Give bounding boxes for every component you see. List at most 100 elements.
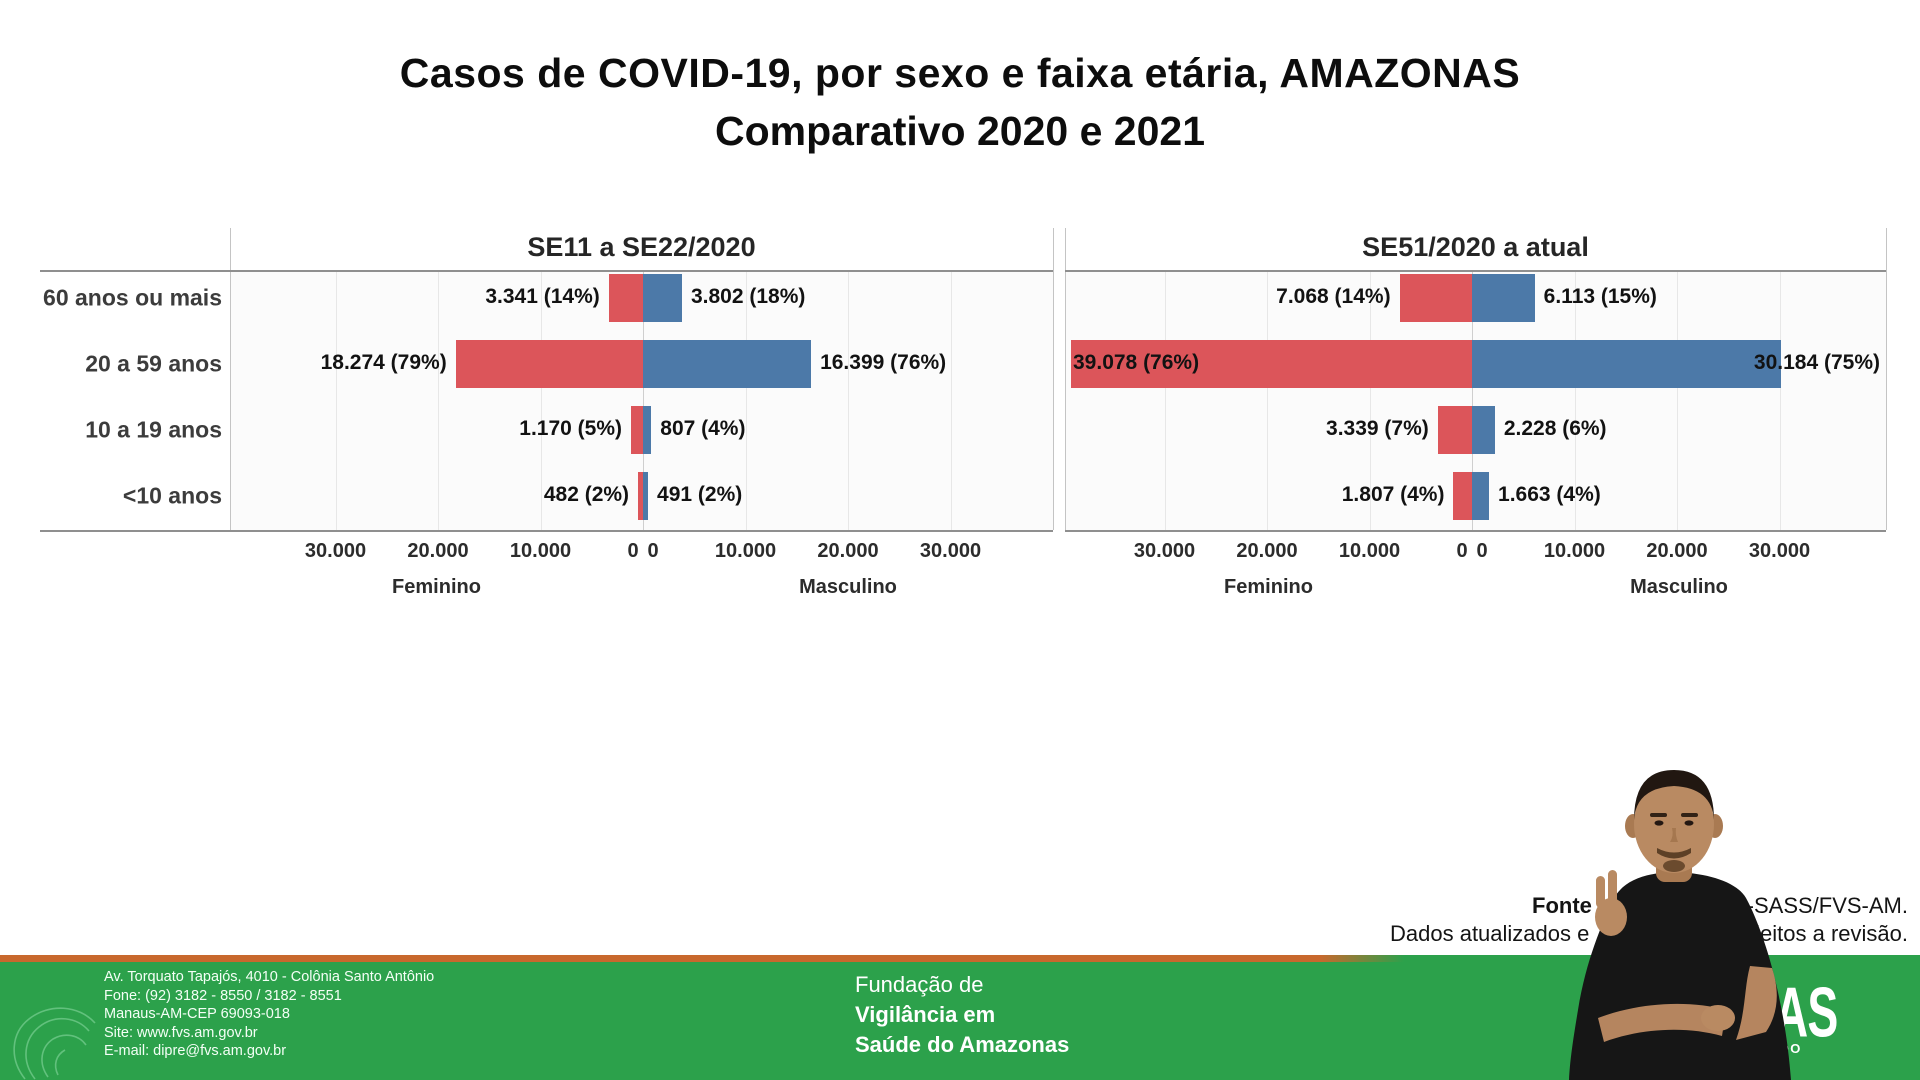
tick-female-p1-3: 0 — [1456, 540, 1468, 562]
footer-site-link[interactable]: Site: www.fvs.am.gov.br — [104, 1024, 258, 1041]
bar-male-p1-r2 — [1472, 406, 1495, 454]
panel-0-border-left — [230, 228, 231, 530]
footer-email-link[interactable]: E-mail: dipre@fvs.am.gov.br — [104, 1043, 287, 1059]
bar-label-male-p1-r3: 1.663 (4%) — [1498, 483, 1601, 506]
row-label-2: 10 a 19 anos — [85, 416, 222, 443]
bar-male-p1-r0 — [1472, 274, 1535, 322]
tick-female-p1-2: 10.000 — [1338, 540, 1401, 562]
bar-label-female-p0-r1: 18.274 (79%) — [320, 351, 447, 374]
org-line3: Saúde do Amazonas — [855, 1032, 1070, 1057]
panel-1-gridline-3-0 — [1164, 272, 1166, 530]
bar-label-male-p0-r3: 491 (2%) — [657, 483, 743, 506]
bar-female-p1-r2 — [1437, 406, 1472, 454]
row-label-1: 20 a 59 anos — [85, 350, 222, 377]
panel-0-gridline-1-0 — [540, 272, 542, 530]
tick-female-p1-1: 20.000 — [1236, 540, 1298, 562]
bar-male-p0-r0 — [643, 274, 682, 322]
panel-1-header-underline — [1065, 270, 1886, 272]
footer-org-name: Fundação de Vigilância em Saúde do Amazo… — [855, 970, 1069, 1060]
bar-label-male-p0-r0: 3.802 (18%) — [690, 285, 806, 308]
bar-female-p0-r2 — [631, 406, 643, 454]
footer-contact-block: Av. Torquato Tapajós, 4010 - Colônia San… — [104, 968, 434, 1061]
panel-0-gridline-1-1 — [745, 272, 747, 530]
bar-label-female-p1-r1: 39.078 (76%) — [1073, 351, 1200, 374]
bar-label-female-p1-r0: 7.068 (14%) — [1276, 285, 1391, 308]
panel-0-zero-line — [643, 272, 644, 530]
bar-male-p0-r2 — [643, 406, 652, 454]
panel-1-gridline-1-0 — [1369, 272, 1371, 530]
footer-address: Av. Torquato Tapajós, 4010 - Colônia San… — [104, 969, 435, 985]
bar-label-male-p0-r2: 807 (4%) — [660, 417, 746, 440]
panel-1-gridline-2-1 — [1677, 272, 1678, 530]
bar-male-p0-r3 — [643, 472, 649, 520]
tick-male-p0-2: 20.000 — [817, 540, 879, 562]
panel-1-border-right — [1886, 228, 1887, 530]
source-label: Fonte — [1532, 893, 1592, 918]
panel-1-gridline-1-1 — [1574, 272, 1576, 530]
panel-0-gridline-3-1 — [950, 272, 952, 530]
axis-label-male-p0: Masculino — [799, 576, 897, 598]
panel-1-gridline-2-0 — [1267, 272, 1268, 530]
org-line1: Fundação de — [855, 972, 984, 997]
panel-1-gridline-3-1 — [1779, 272, 1781, 530]
tick-female-p1-0: 30.000 — [1133, 540, 1196, 562]
row-label-0: 60 anos ou mais — [43, 284, 222, 311]
tick-female-p0-2: 10.000 — [509, 540, 572, 562]
bar-label-male-p1-r1: 30.184 (75%) — [1753, 351, 1880, 374]
row-label-3: <10 anos — [122, 482, 222, 509]
footer-accent-stripe — [0, 955, 1404, 962]
bar-male-p1-r3 — [1472, 472, 1490, 520]
tick-female-p0-1: 20.000 — [407, 540, 469, 562]
tick-male-p0-3: 30.000 — [919, 540, 982, 562]
panel-1-zero-line — [1472, 272, 1473, 530]
bar-female-p0-r1 — [455, 340, 643, 388]
panel-0-header: SE11 a SE22/2020 — [527, 232, 756, 262]
bar-female-p1-r1 — [1071, 340, 1472, 388]
tick-male-p0-1: 10.000 — [714, 540, 777, 562]
panel-1-header: SE51/2020 a atual — [1362, 232, 1589, 262]
bar-label-female-p1-r2: 3.339 (7%) — [1326, 417, 1429, 440]
panel-0-border-right — [1053, 228, 1054, 530]
axis-label-female-p0: Feminino — [392, 576, 481, 598]
bar-label-female-p0-r3: 482 (2%) — [543, 483, 630, 506]
tick-female-p0-0: 30.000 — [304, 540, 367, 562]
axis-label-female-p1: Feminino — [1224, 576, 1313, 598]
axis-label-male-p1: Masculino — [1630, 576, 1728, 598]
state-emblem-outline — [13, 1007, 96, 1080]
source-note-line2-right: jeitos a revisão. — [1755, 921, 1908, 946]
bar-female-p0-r3 — [638, 472, 643, 520]
slide-title-line2: Comparativo 2020 e 2021 — [715, 108, 1205, 154]
bar-label-male-p1-r2: 2.228 (6%) — [1503, 417, 1607, 440]
bar-male-p1-r1 — [1472, 340, 1782, 388]
tick-male-p0-0: 0 — [647, 540, 659, 562]
bar-label-female-p0-r0: 3.341 (14%) — [485, 285, 600, 308]
bar-female-p1-r3 — [1453, 472, 1472, 520]
panel-0-header-underline — [40, 270, 1053, 272]
source-note-line2-left: Dados atualizados e — [1390, 921, 1590, 946]
tick-male-p1-0: 0 — [1476, 540, 1488, 562]
panel-0-axis-line — [40, 530, 1053, 532]
bar-female-p0-r0 — [608, 274, 643, 322]
footer-city-cep: Manaus-AM-CEP 69093-018 — [104, 1006, 290, 1022]
source-note-line1-left: Fonte — [1532, 893, 1592, 919]
panel-0-gridline-2-0 — [438, 272, 439, 530]
tick-female-p0-3: 0 — [627, 540, 639, 562]
panel-0-gridline-3-0 — [335, 272, 337, 530]
bar-female-p1-r0 — [1399, 274, 1472, 322]
org-line2: Vigilância em — [855, 1002, 996, 1027]
panel-1-axis-line — [1065, 530, 1886, 532]
tick-male-p1-3: 30.000 — [1748, 540, 1811, 562]
panel-0-gridline-2-1 — [848, 272, 849, 530]
bar-label-female-p1-r3: 1.807 (4%) — [1341, 483, 1445, 506]
tick-male-p1-2: 20.000 — [1646, 540, 1708, 562]
panel-1-border-left — [1065, 228, 1066, 530]
sign-language-interpreter — [1569, 770, 1791, 1080]
slide-title-line1: Casos de COVID-19, por sexo e faixa etár… — [399, 50, 1521, 96]
footer-phone: Fone: (92) 3182 - 8550 / 3182 - 8551 — [104, 987, 342, 1004]
bar-label-male-p1-r0: 6.113 (15%) — [1543, 285, 1657, 308]
bar-label-female-p0-r2: 1.170 (5%) — [519, 417, 623, 440]
bar-label-male-p0-r1: 16.399 (76%) — [820, 351, 947, 374]
bar-male-p0-r1 — [643, 340, 812, 388]
tick-male-p1-1: 10.000 — [1543, 540, 1606, 562]
